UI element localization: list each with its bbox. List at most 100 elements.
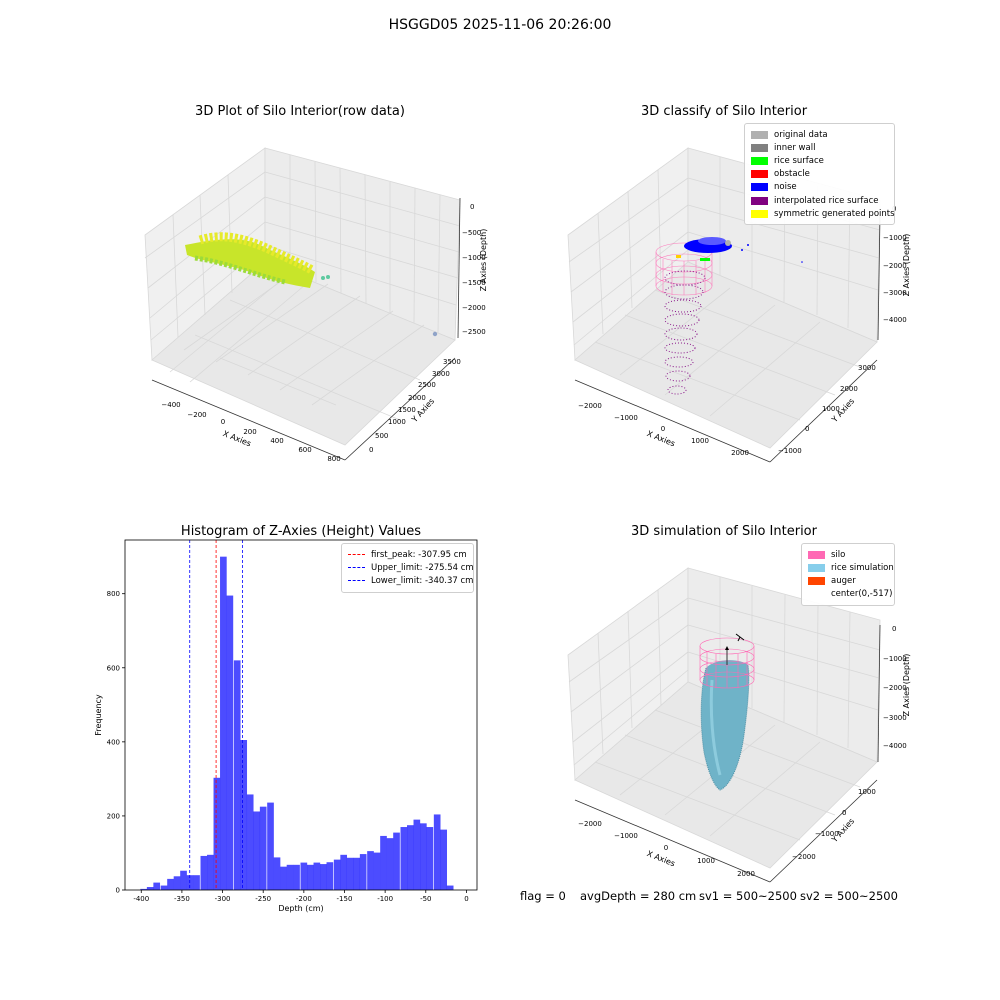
legend-swatch [808, 576, 825, 585]
classify-3d-axis-edges [574, 214, 881, 463]
histogram-bar [353, 857, 361, 890]
classify-xtick: −1000 [614, 414, 638, 422]
classify-interpolated-surface [664, 270, 706, 395]
raw-ytick: 3500 [443, 358, 461, 366]
raw-ztick: −2000 [462, 304, 486, 312]
raw-xtick: −200 [187, 411, 206, 419]
panel-raw-title: 3D Plot of Silo Interior(row data) [195, 104, 405, 119]
histogram-bar [273, 857, 281, 890]
classify-ytick: 0 [805, 425, 809, 433]
histogram-xtick-label: -150 [337, 895, 353, 903]
simulation-ztick: −4000 [883, 742, 907, 750]
histogram-bar [359, 854, 367, 890]
legend-item: noise [751, 181, 888, 194]
simulation-ztick: 0 [892, 625, 896, 633]
legend-swatch [808, 563, 825, 572]
simulation-ztick: −2000 [883, 684, 907, 692]
classify-legend: original data inner wall rice surface ob… [744, 123, 895, 226]
raw-ytick: 2500 [418, 381, 436, 389]
classify-xtick: −2000 [578, 402, 602, 410]
raw-ztick: 0 [470, 203, 474, 211]
raw-xtick: 600 [298, 446, 311, 454]
legend-item: rice surface [751, 154, 888, 167]
legend-item: inner wall [751, 141, 888, 154]
legend-line [348, 567, 365, 569]
simulation-xtick: −2000 [578, 820, 602, 828]
raw-ytick: 500 [375, 432, 388, 440]
histogram-bar [346, 857, 354, 890]
simulation-zlabel: Z Axies (Depth) [902, 654, 911, 717]
histogram-bar [433, 814, 441, 890]
histogram-ytick-label: 600 [107, 664, 120, 672]
simulation-legend: silo rice simulation auger center(0,-517… [801, 543, 895, 606]
legend-item: symmetric generated points [751, 207, 895, 220]
raw-xtick: 200 [243, 428, 256, 436]
simulation-3d-axis-edges [574, 624, 881, 883]
raw-ytick: 2000 [408, 394, 426, 402]
histogram-ytick-label: 400 [107, 738, 120, 746]
raw-ytick: 0 [369, 446, 373, 454]
classify-ztick: −4000 [883, 316, 907, 324]
classify-tick-labels: −2000 −1000 0 1000 2000 −1000 0 1000 200… [578, 205, 907, 457]
histogram-bar [173, 876, 181, 890]
raw-point-cloud [185, 232, 438, 337]
legend-swatch [751, 196, 768, 205]
classify-xtick: 1000 [691, 437, 709, 445]
classify-noise-cluster [676, 237, 803, 263]
classify-ytick: 1000 [822, 405, 840, 413]
histogram-bar [420, 823, 427, 890]
histogram-xtick-label: -200 [296, 895, 312, 903]
histogram-bar [440, 829, 448, 890]
histogram-bar [413, 819, 421, 890]
info-sv2: sv2 = 500~2500 [800, 889, 898, 903]
simulation-auger [725, 633, 745, 665]
histogram-bar [286, 864, 294, 890]
histogram-legend: first_peak: -307.95 cm Upper_limit: -275… [341, 543, 474, 593]
histogram-bar [300, 862, 308, 890]
legend-item: obstacle [751, 168, 888, 181]
simulation-xtick: 2000 [737, 870, 755, 878]
histogram-bar [293, 864, 300, 890]
simulation-xtick: −1000 [614, 832, 638, 840]
histogram-bar [180, 870, 187, 890]
histogram-bar [200, 855, 208, 890]
legend-swatch [751, 130, 768, 139]
legend-item: silo [808, 548, 888, 561]
classify-xtick: 2000 [731, 449, 749, 457]
histogram-ytick-label: 200 [107, 812, 120, 820]
histogram-bar [280, 866, 287, 890]
raw-tick-labels: −400 −200 0 200 400 600 800 0 500 1000 1… [161, 203, 485, 463]
histogram-bar [160, 885, 168, 890]
figure-title: HSGGD05 2025-11-06 20:26:00 [388, 17, 612, 33]
histogram-ytick-label: 800 [107, 590, 120, 598]
histogram-xtick-label: -350 [174, 895, 190, 903]
legend-swatch [751, 156, 768, 165]
raw-3d-axis-edges [151, 197, 461, 461]
simulation-3d-box [567, 567, 881, 869]
legend-item: interpolated rice surface [751, 194, 888, 207]
raw-zlabel: Z Axies (Depth) [479, 229, 488, 292]
simulation-ytick: −2000 [792, 853, 816, 861]
histogram-bar [167, 878, 174, 890]
info-avg-depth: avgDepth = 280 cm [580, 889, 697, 903]
histogram-bar [407, 825, 414, 890]
simulation-ztick: −3000 [883, 714, 907, 722]
histogram-bar [259, 806, 267, 890]
classify-zlabel: Z Axies (Depth) [902, 234, 911, 297]
histogram-bar [220, 556, 227, 890]
legend-swatch [751, 183, 768, 192]
histogram-bar [153, 882, 161, 890]
histogram-title: Histogram of Z-Axies (Height) Values [180, 524, 422, 539]
info-flag: flag = 0 [520, 889, 566, 903]
histogram-xtick-label: 0 [464, 895, 468, 903]
histogram-bar [340, 854, 348, 890]
histogram-xtick-label: -100 [377, 895, 393, 903]
simulation-xtick: 0 [664, 844, 668, 852]
classify-xtick: 0 [661, 425, 665, 433]
histogram-bar [207, 854, 214, 890]
simulation-ytick: −1000 [815, 830, 839, 838]
histogram-frame [124, 539, 478, 891]
legend-item: Upper_limit: -275.54 cm [348, 561, 474, 574]
